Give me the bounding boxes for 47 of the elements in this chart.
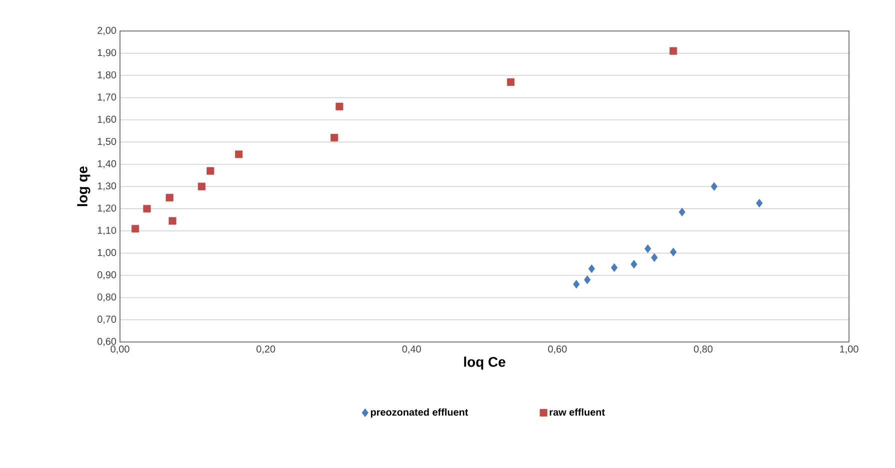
point (588, 264, 596, 274)
point (584, 275, 591, 284)
point (506, 78, 515, 86)
point (166, 194, 174, 202)
y-tick-label: 0,80 (97, 293, 116, 302)
point (330, 134, 338, 142)
point (168, 217, 176, 225)
point (678, 208, 686, 216)
point (132, 224, 140, 232)
y-tick-label: 1,50 (98, 138, 116, 146)
point (235, 150, 243, 158)
x-tick-label: 0,80 (694, 346, 713, 354)
y-tick-label: 2,00 (98, 26, 116, 36)
y-tick-label: 1,40 (98, 160, 116, 168)
y-tick-label: 1,70 (98, 94, 116, 102)
legend-label: preozonated effluent (370, 408, 468, 418)
point (710, 182, 718, 191)
point (198, 182, 206, 190)
x-tick-label: 0,60 (548, 346, 567, 354)
point (670, 47, 678, 55)
x-tick-label: 0,40 (402, 346, 421, 354)
point (143, 204, 151, 212)
x-axis-title: loq Ce (464, 356, 506, 370)
y-tick-label: 1,20 (98, 204, 116, 213)
y-tick-label: 1,00 (98, 249, 116, 258)
point (206, 167, 214, 175)
x-tick-label: 0,00 (110, 346, 130, 354)
point (610, 263, 618, 272)
y-axis-title: log qe (77, 166, 90, 206)
point (651, 253, 658, 262)
x-tick-label: 1,00 (840, 346, 858, 354)
point (644, 244, 652, 254)
y-tick-label: 1,60 (98, 116, 116, 124)
point (756, 198, 763, 208)
point (630, 260, 638, 269)
y-tick-label: 0,60 (97, 338, 116, 346)
y-tick-label: 1,80 (98, 71, 116, 80)
y-tick-label: 1,30 (98, 182, 116, 191)
point (573, 280, 580, 289)
y-tick-label: 0,70 (97, 316, 116, 324)
point (670, 248, 677, 256)
x-tick-label: 0,20 (256, 346, 276, 354)
y-tick-label: 1,90 (98, 49, 116, 58)
legend-label: raw effluent (550, 408, 605, 416)
point (336, 102, 344, 110)
y-tick-label: 1,10 (98, 226, 116, 236)
y-tick-label: 0,90 (97, 271, 116, 280)
